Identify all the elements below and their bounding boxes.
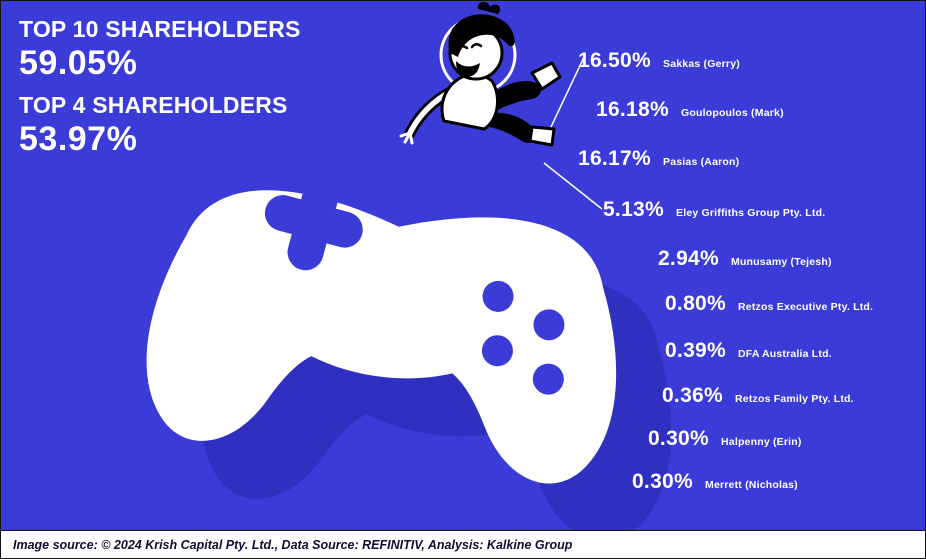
shareholder-pct: 0.30%: [647, 427, 709, 450]
shareholder-name: Munusamy (Tejesh): [731, 256, 832, 268]
shareholder-pct: 0.36%: [661, 384, 723, 407]
shareholder-row: 2.94% Munusamy (Tejesh): [595, 247, 832, 271]
top4-value: 53.97%: [19, 119, 138, 158]
shareholder-row: 0.30% Merrett (Nicholas): [569, 470, 798, 494]
footer-bar: Image source: © 2024 Krish Capital Pty. …: [1, 530, 925, 558]
shareholder-pct: 5.13%: [602, 198, 664, 221]
source-attribution: Image source: © 2024 Krish Capital Pty. …: [13, 537, 573, 552]
shareholder-pct: 16.50%: [577, 49, 651, 72]
shareholder-pct: 0.30%: [631, 470, 693, 493]
shareholder-pct: 16.17%: [577, 147, 651, 170]
shareholder-pct: 2.94%: [657, 247, 719, 270]
shareholder-name: Retzos Executive Pty. Ltd.: [738, 301, 874, 313]
shareholder-pct: 0.39%: [664, 339, 726, 362]
shareholder-pct: 0.80%: [664, 292, 726, 315]
shareholder-name: Sakkas (Gerry): [663, 58, 740, 70]
summary-block: TOP 10 SHAREHOLDERS 59.05% TOP 4 SHAREHO…: [19, 15, 301, 167]
shareholder-name: Merrett (Nicholas): [705, 479, 798, 491]
shareholder-pct: 16.18%: [595, 98, 669, 121]
shareholder-name: Halpenny (Erin): [721, 436, 802, 448]
top10-label: TOP 10 SHAREHOLDERS: [19, 16, 301, 42]
shareholder-row: 0.80% Retzos Executive Pty. Ltd.: [602, 292, 873, 316]
shareholder-row: 0.30% Halpenny (Erin): [585, 427, 802, 451]
shareholder-row: 0.39% DFA Australia Ltd.: [602, 339, 832, 363]
top4-label: TOP 4 SHAREHOLDERS: [19, 91, 288, 118]
shareholder-row: 16.18% Goulopoulos (Mark): [545, 98, 784, 122]
shareholder-name: Goulopoulos (Mark): [681, 107, 784, 119]
shareholder-name: Pasias (Aaron): [663, 156, 740, 168]
shareholder-name: Eley Griffiths Group Pty. Ltd.: [676, 207, 826, 219]
shareholder-name: Retzos Family Pty. Ltd.: [735, 393, 854, 405]
shareholder-row: 0.36% Retzos Family Pty. Ltd.: [599, 384, 854, 408]
shareholder-row: 5.13% Eley Griffiths Group Pty. Ltd.: [540, 198, 825, 222]
shareholder-row: 16.17% Pasias (Aaron): [527, 147, 739, 171]
shareholder-name: DFA Australia Ltd.: [738, 348, 832, 360]
shareholder-row: 16.50% Sakkas (Gerry): [527, 49, 740, 73]
top10-value: 59.05%: [19, 43, 138, 82]
